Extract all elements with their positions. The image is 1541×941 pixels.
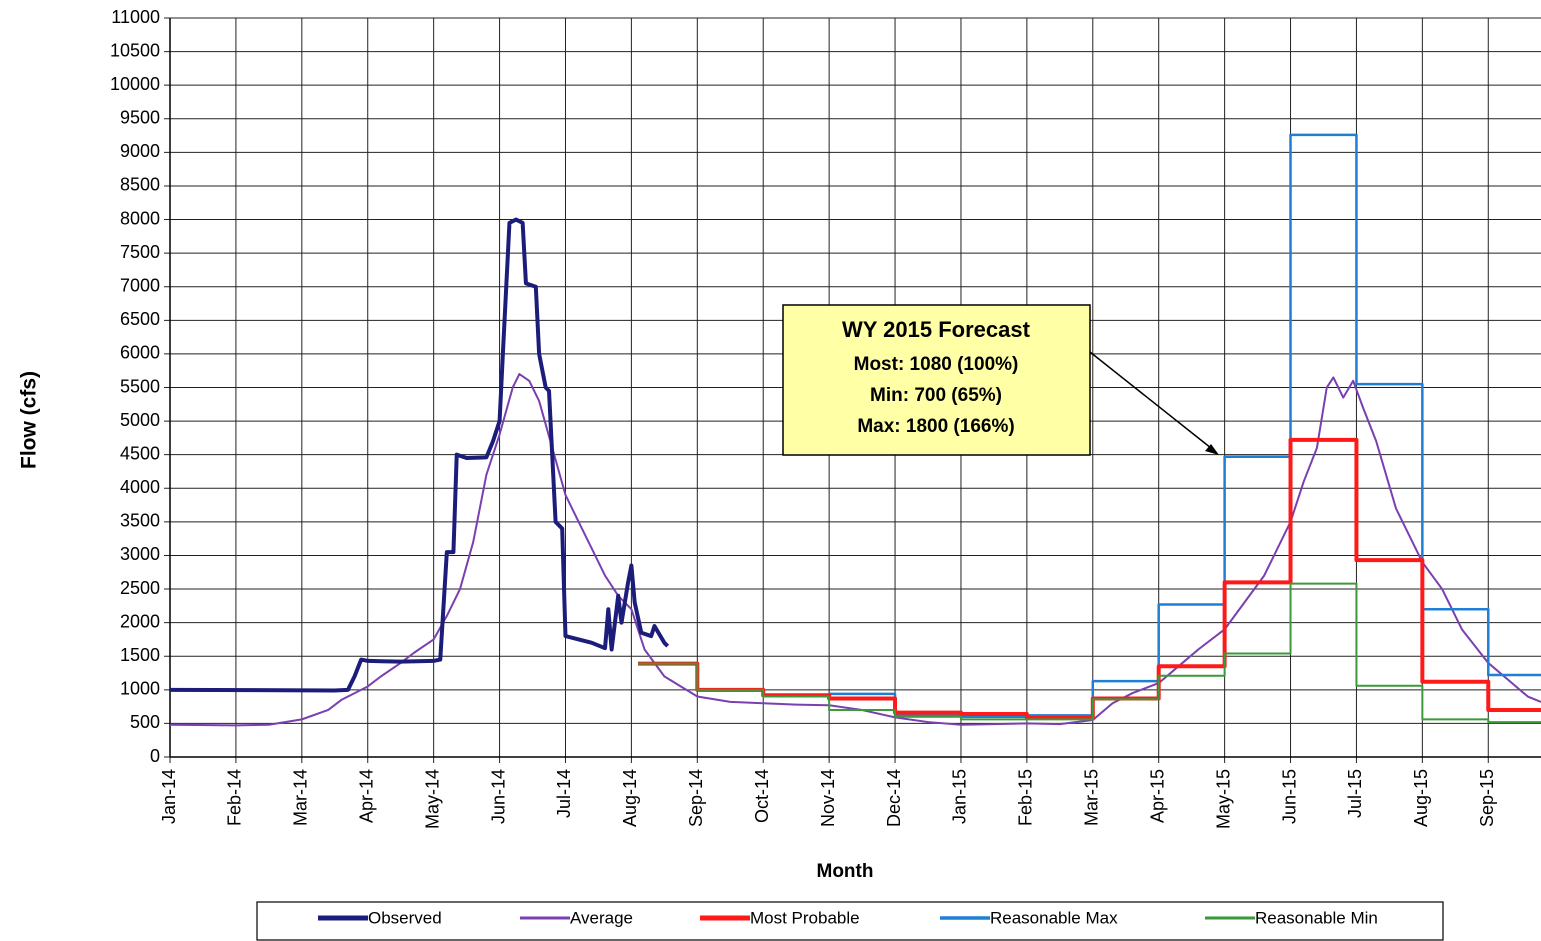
- y-tick-label: 500: [130, 712, 160, 732]
- x-tick-label: Mar-14: [291, 769, 311, 826]
- x-tick-label: Oct-14: [752, 769, 772, 823]
- x-tick-label: Jan-14: [159, 769, 179, 824]
- y-tick-label: 6500: [120, 309, 160, 329]
- x-tick-label: Jun-14: [488, 769, 508, 824]
- annotation-arrow: [1089, 351, 1217, 453]
- y-tick-label: 7500: [120, 242, 160, 262]
- annotation: WY 2015 Forecast Most: 1080 (100%) Min: 70…: [782, 304, 1219, 456]
- x-tick-label: Nov-14: [818, 769, 838, 827]
- x-tick-label: Feb-15: [1016, 769, 1036, 826]
- legend-label: Observed: [368, 908, 442, 927]
- x-tick-label: Sep-14: [686, 769, 706, 827]
- y-tick-label: 9000: [120, 141, 160, 161]
- annotation-box: [782, 304, 1091, 456]
- x-tick-label: Jul-15: [1345, 769, 1365, 818]
- arrow-head: [1205, 444, 1219, 455]
- series-line: [637, 437, 1541, 721]
- x-tick-label: Dec-14: [884, 769, 904, 827]
- y-tick-label: 10000: [110, 74, 160, 94]
- series-line: [637, 582, 1541, 724]
- y-tick-label: 4500: [120, 443, 160, 463]
- legend: Observed Average Most Probable Reasonable M…: [256, 901, 1444, 941]
- y-tick-label: 3000: [120, 544, 160, 564]
- x-tick-label: May-15: [1213, 769, 1233, 829]
- annotation-text: Max: 1800 (166%): [857, 416, 1014, 437]
- grid: 0 500 1000 1500 2000 2500 3000 3500 4000 4500 5000…: [110, 7, 1541, 829]
- x-tick-label: Apr-15: [1147, 769, 1167, 823]
- x-tick-label: Sep-15: [1477, 769, 1497, 827]
- plot-lines: [169, 133, 1541, 727]
- legend-label: Most Probable: [750, 908, 860, 927]
- y-tick-label: 7000: [120, 275, 160, 295]
- y-tick-label: 6000: [120, 343, 160, 363]
- x-tick-label: Aug-14: [620, 769, 640, 827]
- x-axis-label: Month: [817, 861, 874, 882]
- x-tick-label: Jan-15: [950, 769, 970, 824]
- y-tick-label: 5500: [120, 376, 160, 396]
- y-tick-label: 0: [150, 746, 160, 766]
- annotation-text: Most: 1080 (100%): [854, 354, 1019, 375]
- annotation-text: Min: 700 (65%): [870, 385, 1002, 406]
- legend-label: Reasonable Max: [990, 908, 1118, 927]
- y-tick-label: 2500: [120, 578, 160, 598]
- y-tick-label: 1500: [120, 645, 160, 665]
- x-tick-label: Aug-15: [1411, 769, 1431, 827]
- y-tick-label: 4000: [120, 477, 160, 497]
- x-tick-label: Jun-15: [1279, 769, 1299, 824]
- legend-label: Average: [570, 908, 633, 927]
- y-tick-label: 3500: [120, 511, 160, 531]
- y-axis-label: Flow (cfs): [18, 371, 41, 469]
- x-tick-label: Apr-14: [356, 769, 376, 823]
- y-tick-label: 5000: [120, 410, 160, 430]
- y-tick-label: 9500: [120, 108, 160, 128]
- x-tick-label: Mar-15: [1082, 769, 1102, 826]
- x-tick-label: Jul-14: [554, 769, 574, 818]
- legend-box: [256, 901, 1444, 941]
- y-tick-label: 8000: [120, 208, 160, 228]
- y-tick-label: 10500: [110, 40, 160, 60]
- x-tick-label: Feb-14: [225, 769, 245, 826]
- legend-label: Reasonable Min: [1255, 908, 1378, 927]
- y-tick-label: 11000: [111, 7, 160, 27]
- series-line: [169, 217, 670, 693]
- annotation-text: WY 2015 Forecast: [842, 317, 1031, 342]
- x-tick-label: May-14: [422, 769, 442, 829]
- y-tick-label: 8500: [120, 175, 160, 195]
- y-tick-label: 1000: [120, 679, 160, 699]
- y-tick-label: 2000: [120, 611, 160, 631]
